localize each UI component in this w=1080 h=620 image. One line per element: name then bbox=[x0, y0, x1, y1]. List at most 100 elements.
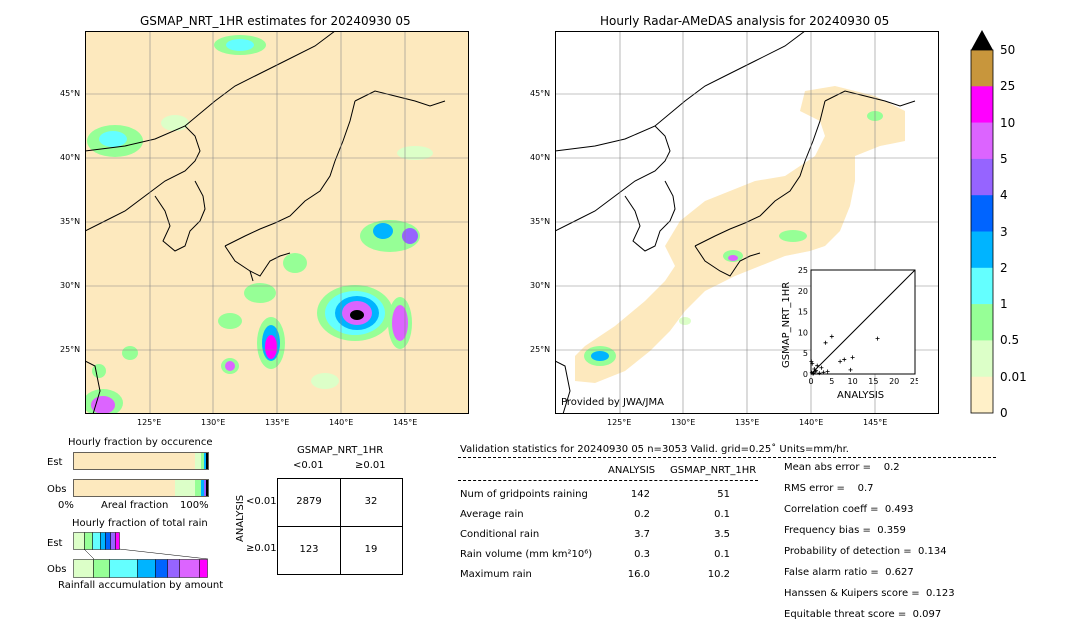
contingency-cell: 32 bbox=[364, 496, 378, 507]
rain-fraction-bars bbox=[73, 532, 209, 578]
scatter-point bbox=[813, 368, 818, 373]
score-row: Hanssen & Kuipers score = 0.123 bbox=[784, 588, 955, 599]
score-row: Correlation coeff = 0.493 bbox=[784, 504, 914, 515]
left-grid bbox=[85, 31, 469, 414]
occurrence-bar-est bbox=[73, 452, 209, 470]
validation-row-label: Average rain bbox=[460, 509, 524, 520]
colorbar-segment bbox=[971, 195, 993, 232]
right-map bbox=[555, 31, 939, 414]
colorbar-segment bbox=[971, 304, 993, 341]
rain-bar-est bbox=[73, 532, 120, 550]
validation-col-divider bbox=[458, 480, 758, 481]
left-rain-areas bbox=[85, 35, 433, 414]
colorbar-segment bbox=[971, 50, 993, 87]
colorbar-segment bbox=[971, 340, 993, 377]
occurrence-row-est: Est bbox=[47, 457, 63, 468]
scatter-point bbox=[825, 369, 830, 374]
occurrence-row-obs: Obs bbox=[47, 484, 67, 495]
scatter-ytick: 5 bbox=[803, 349, 808, 358]
validation-col-analysis: ANALYSIS bbox=[608, 465, 656, 476]
left-lon-label: 135°E bbox=[265, 418, 290, 427]
score-row: Frequency bias = 0.359 bbox=[784, 525, 906, 536]
contingency-table: 2879 32 123 19 bbox=[277, 478, 403, 575]
left-map-title: GSMAP_NRT_1HR estimates for 20240930 05 bbox=[140, 14, 411, 28]
scatter-point bbox=[811, 371, 816, 376]
scatter-xtick: 15 bbox=[868, 377, 878, 386]
score-row: RMS error = 0.7 bbox=[784, 483, 874, 494]
left-lon-label: 145°E bbox=[393, 418, 418, 427]
left-lat-label: 40°N bbox=[60, 153, 81, 162]
scatter-point bbox=[815, 363, 820, 368]
right-rain-areas bbox=[584, 111, 883, 366]
left-lon-label: 130°E bbox=[201, 418, 226, 427]
left-lat-label: 45°N bbox=[60, 89, 81, 98]
colorbar-label: 25 bbox=[1000, 79, 1016, 94]
right-lat-label: 45°N bbox=[530, 89, 551, 98]
contingency-cell: 2879 bbox=[296, 496, 322, 507]
colorbar-extend-arrow bbox=[971, 30, 993, 50]
occurrence-title: Hourly fraction by occurence bbox=[68, 437, 213, 448]
colorbar-label: 10 bbox=[1000, 115, 1016, 130]
scatter-xtick: 5 bbox=[829, 377, 834, 386]
scatter-ytick: 15 bbox=[798, 308, 808, 317]
scatter-point bbox=[850, 355, 855, 360]
left-lon-label: 140°E bbox=[329, 418, 354, 427]
scatter-ytick: 10 bbox=[798, 328, 808, 337]
scatter-xtick: 0 bbox=[808, 377, 813, 386]
radar-coverage bbox=[575, 86, 905, 383]
scatter-point bbox=[811, 371, 816, 376]
occurrence-bars bbox=[73, 452, 209, 497]
left-lat-label: 25°N bbox=[60, 345, 81, 354]
validation-row-gsmap: 0.1 bbox=[714, 549, 730, 560]
colorbar-segment bbox=[971, 86, 993, 123]
scatter-point bbox=[838, 359, 843, 364]
colorbar-label: 3 bbox=[1000, 224, 1008, 239]
scatter-ytick: 25 bbox=[798, 266, 808, 275]
occurrence-axis-left: 0% bbox=[58, 500, 74, 511]
left-lon-label: 125°E bbox=[137, 418, 162, 427]
colorbar-label: 0.01 bbox=[1000, 369, 1027, 384]
colorbar-label: 0 bbox=[1000, 406, 1008, 420]
contingency-col-label: <0.01 bbox=[293, 460, 324, 471]
score-row: Mean abs error = 0.2 bbox=[784, 462, 900, 473]
colorbar bbox=[970, 30, 994, 414]
scatter-xtick: 10 bbox=[848, 377, 858, 386]
validation-header: Validation statistics for 20240930 05 n=… bbox=[460, 444, 849, 455]
right-lat-label: 40°N bbox=[530, 153, 551, 162]
right-lon-label: 145°E bbox=[863, 418, 888, 427]
rain-bar-obs bbox=[73, 559, 208, 578]
score-row: Equitable threat score = 0.097 bbox=[784, 609, 942, 620]
scatter-ytick: 0 bbox=[803, 370, 808, 379]
colorbar-segment bbox=[971, 376, 993, 414]
left-lat-label: 30°N bbox=[60, 281, 81, 290]
scatter-point bbox=[817, 371, 822, 376]
scatter-xtick: 25 bbox=[910, 377, 918, 386]
occurrence-axis-label: Areal fraction bbox=[101, 500, 169, 511]
scatter-point bbox=[819, 365, 824, 370]
data-credit: Provided by JWA/JMA bbox=[561, 397, 664, 408]
validation-row-analysis: 16.0 bbox=[627, 569, 650, 580]
colorbar-segment bbox=[971, 231, 993, 269]
left-map bbox=[85, 31, 469, 414]
rain-row-obs: Obs bbox=[47, 564, 67, 575]
colorbar-label: 5 bbox=[1000, 151, 1008, 166]
validation-row-analysis: 0.2 bbox=[634, 509, 650, 520]
validation-row-analysis: 0.3 bbox=[634, 549, 650, 560]
validation-row-label: Num of gridpoints raining bbox=[460, 489, 588, 500]
validation-divider bbox=[458, 457, 996, 458]
validation-row-gsmap: 51 bbox=[717, 489, 730, 500]
right-lon-label: 140°E bbox=[799, 418, 824, 427]
validation-row-label: Conditional rain bbox=[460, 529, 540, 540]
scatter-point bbox=[821, 370, 826, 375]
scatter-ylabel: GSMAP_NRT_1HR bbox=[781, 281, 792, 368]
score-row: False alarm ratio = 0.627 bbox=[784, 567, 914, 578]
right-lon-label: 125°E bbox=[607, 418, 632, 427]
contingency-col-label: ≥0.01 bbox=[355, 460, 386, 471]
scatter-point bbox=[829, 334, 834, 339]
validation-row-gsmap: 0.1 bbox=[714, 509, 730, 520]
scatter-point bbox=[810, 361, 815, 366]
rain-fraction-caption: Rainfall accumulation by amount bbox=[58, 580, 224, 591]
scatter-point bbox=[848, 367, 853, 372]
left-lat-label: 35°N bbox=[60, 217, 81, 226]
right-lon-label: 130°E bbox=[671, 418, 696, 427]
